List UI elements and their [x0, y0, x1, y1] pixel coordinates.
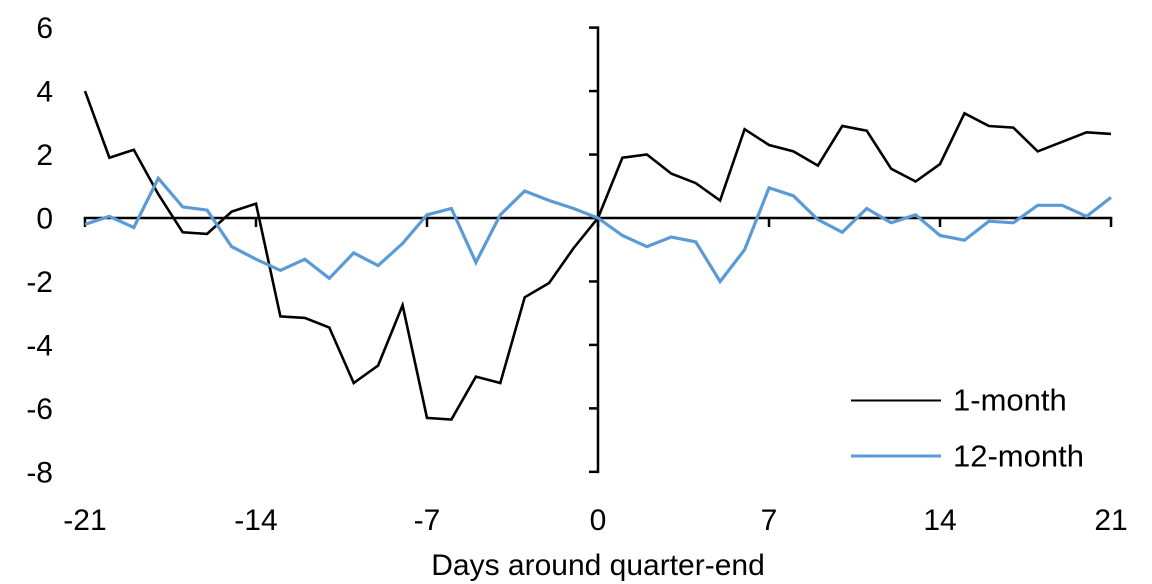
y-tick-label: 0 [36, 203, 53, 236]
y-tick-label: 2 [36, 139, 53, 172]
legend-label-1-month: 1-month [953, 382, 1067, 418]
y-tick-label: -6 [26, 393, 53, 426]
y-tick-label: 6 [36, 12, 53, 45]
legend-line-swatch-1-month [851, 399, 941, 401]
series-line-12-month [84, 175, 1112, 285]
legend-item-1-month: 1-month [851, 385, 1067, 416]
legend-line-swatch-12-month [851, 454, 941, 458]
y-tick-label: 4 [36, 76, 53, 109]
x-tick-label: 21 [1094, 504, 1127, 537]
y-tick-label: -2 [26, 266, 53, 299]
x-tick-label: -14 [234, 504, 277, 537]
y-tick-label: -8 [26, 456, 53, 489]
legend-label-12-month: 12-month [953, 438, 1084, 474]
y-tick-label: -4 [26, 329, 53, 362]
x-tick-label: -21 [63, 504, 106, 537]
legend-item-12-month: 12-month [851, 441, 1084, 472]
x-tick-label: -7 [414, 504, 441, 537]
x-axis-title: Days around quarter-end [431, 549, 765, 582]
x-tick-label: 0 [590, 504, 607, 537]
x-tick-label: 7 [761, 504, 778, 537]
x-tick-label: 14 [923, 504, 956, 537]
